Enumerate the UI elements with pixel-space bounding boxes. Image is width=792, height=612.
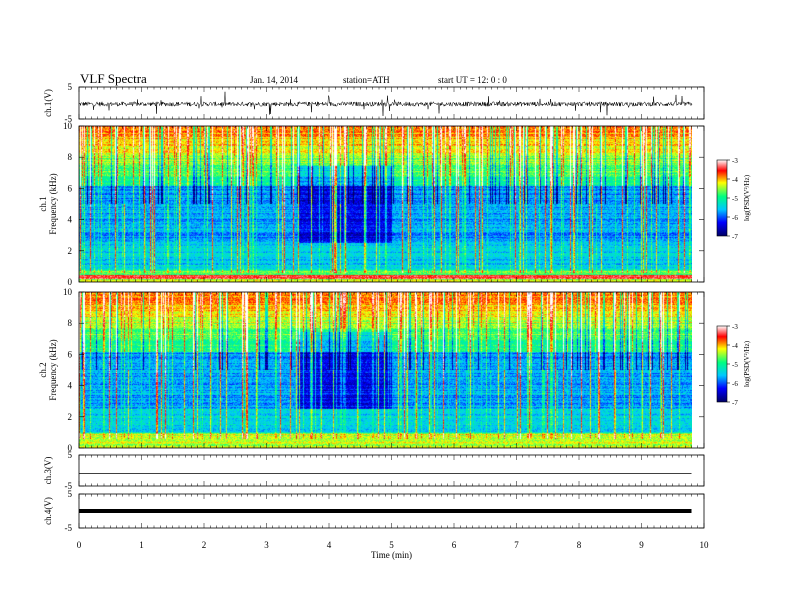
colorbar-tick-label: -5: [732, 195, 738, 203]
date-label: Jan. 14, 2014: [250, 75, 298, 85]
y-axis-label: Frequency (kHz): [48, 173, 58, 234]
ch2-colorbar: [716, 325, 728, 403]
colorbar-tick-label: -6: [732, 380, 738, 388]
x-tick-label: 10: [700, 540, 710, 550]
ch1-spectrogram: [79, 126, 692, 282]
colorbar-label: log(PSD(V²/Hz): [743, 340, 751, 387]
y-tick-label: 10: [63, 287, 73, 297]
y-tick-label: 4: [68, 215, 73, 225]
y-tick-label: 5: [68, 82, 73, 92]
y-tick-label: 10: [63, 121, 73, 131]
x-tick-label: 9: [639, 540, 644, 550]
ch2-spectrogram: [79, 292, 692, 448]
station-label: station=ATH: [343, 75, 390, 85]
colorbar-tick-label: -4: [732, 176, 738, 184]
x-tick-label: 8: [577, 540, 582, 550]
x-tick-label: 6: [452, 540, 457, 550]
x-tick-label: 3: [264, 540, 269, 550]
x-tick-label: 1: [139, 540, 144, 550]
x-tick-label: 5: [389, 540, 394, 550]
x-tick-label: 0: [77, 540, 82, 550]
y-tick-label: 5: [68, 450, 73, 460]
y-tick-label: 8: [68, 152, 73, 162]
y-axis-label: ch.1(V): [43, 89, 53, 117]
y-tick-label: -5: [65, 523, 73, 533]
colorbar-tick-label: -3: [732, 157, 738, 165]
y-tick-label: 0: [68, 443, 73, 453]
y-axis-label: ch.3(V): [43, 457, 53, 485]
y-axis-label: ch.4(V): [43, 497, 53, 525]
y-tick-label: -5: [65, 114, 73, 124]
colorbar-tick-label: -3: [732, 323, 738, 331]
colorbar-tick-label: -5: [732, 361, 738, 369]
y-tick-label: 4: [68, 381, 73, 391]
x-axis-label: Time (min): [371, 550, 412, 560]
y-tick-label: 0: [68, 277, 73, 287]
y-tick-label: 8: [68, 318, 73, 328]
colorbar-tick-label: -7: [732, 233, 738, 241]
y-axis-label: ch.1: [38, 196, 48, 211]
x-tick-label: 4: [327, 540, 332, 550]
y-axis-label: ch.2: [38, 362, 48, 377]
y-axis-label: Frequency (kHz): [48, 339, 58, 400]
y-tick-label: 2: [68, 246, 73, 256]
ch1-waveform: [78, 91, 693, 116]
y-tick-label: 5: [68, 489, 73, 499]
colorbar-tick-label: -4: [732, 342, 738, 350]
ch1-colorbar: [716, 159, 728, 237]
y-tick-label: 2: [68, 412, 73, 422]
colorbar-tick-label: -7: [732, 399, 738, 407]
y-tick-label: 6: [68, 349, 73, 359]
figure-title: VLF Spectra: [80, 71, 147, 86]
x-tick-label: 2: [202, 540, 207, 550]
y-tick-label: 6: [68, 183, 73, 193]
y-tick-label: -5: [65, 481, 73, 491]
start-time-label: start UT = 12: 0 : 0: [438, 75, 507, 85]
colorbar-label: log(PSD(V²/Hz): [743, 174, 751, 221]
x-tick-label: 7: [514, 540, 519, 550]
colorbar-tick-label: -6: [732, 214, 738, 222]
